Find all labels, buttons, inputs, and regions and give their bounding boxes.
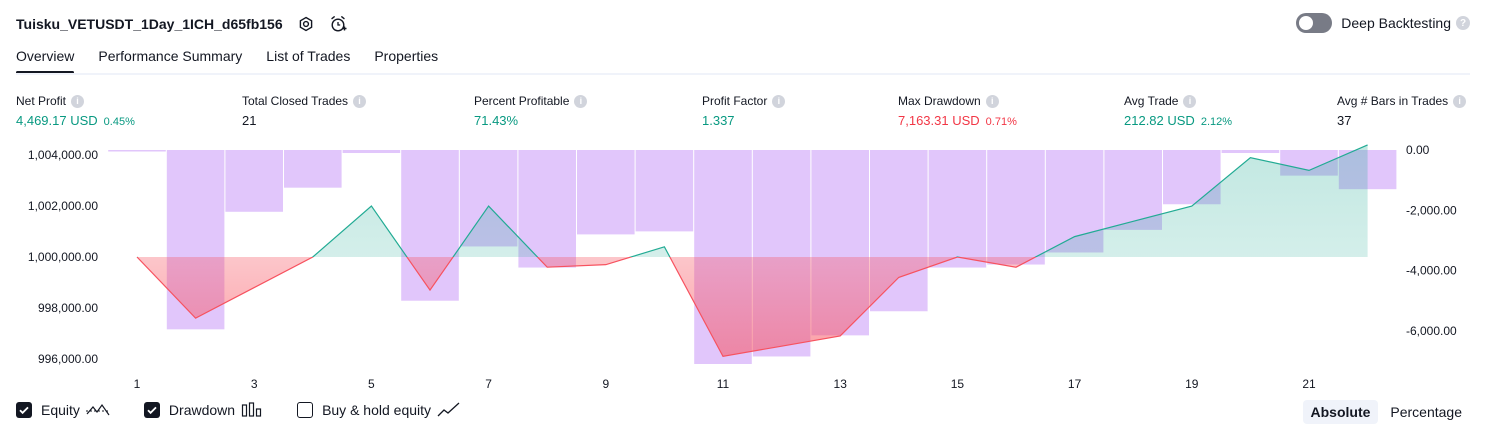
left-axis-tick-label: 998,000.00 xyxy=(38,301,98,315)
legend-label: Equity xyxy=(41,402,80,418)
drawdown-bar xyxy=(284,150,342,188)
info-icon[interactable]: i xyxy=(1183,94,1197,108)
deep-backtesting-toggle[interactable] xyxy=(1296,13,1333,33)
tab-performance-summary[interactable]: Performance Summary xyxy=(98,48,243,64)
equity-line-icon xyxy=(85,402,110,418)
equity-checkbox[interactable] xyxy=(16,402,32,418)
absolute-mode-button[interactable]: Absolute xyxy=(1302,400,1379,424)
metric-profit-factor: Profit Factor i 1.337 xyxy=(702,93,786,128)
metric-value: 7,163.31 USD xyxy=(898,113,980,128)
equity-drawdown-chart[interactable]: 1,004,000.00 1,002,000.00 1,000,000.00 998,… xyxy=(0,140,1486,395)
gear-icon[interactable] xyxy=(297,15,315,33)
info-icon[interactable]: i xyxy=(1453,94,1467,108)
drawdown-bars-icon xyxy=(241,402,263,418)
legend-label: Buy & hold equity xyxy=(322,402,432,418)
drawdown-bar xyxy=(928,150,987,268)
metric-percent-profitable: Percent Profitable i 71.43% xyxy=(474,93,588,128)
info-icon[interactable]: i xyxy=(353,94,367,108)
info-icon[interactable]: i xyxy=(772,94,786,108)
x-axis-tick-label: 17 xyxy=(1068,377,1082,391)
deep-backtesting-label: Deep Backtesting xyxy=(1341,15,1451,31)
x-axis-tick-label: 13 xyxy=(834,377,848,391)
drawdown-bar xyxy=(987,150,1045,265)
metric-avg-trade: Avg Trade i 212.82 USD 2.12% xyxy=(1124,93,1232,128)
strategy-title: Tuisku_VETUSDT_1Day_1ICH_d65fb156 xyxy=(16,16,283,32)
x-axis-tick-label: 3 xyxy=(251,377,258,391)
metric-value: 1.337 xyxy=(702,113,735,128)
drawdown-bar xyxy=(577,150,635,235)
metric-value: 37 xyxy=(1337,113,1352,128)
drawdown-bar xyxy=(635,150,694,232)
left-axis-tick-label: 996,000.00 xyxy=(38,352,98,366)
metric-value: 212.82 USD xyxy=(1124,113,1195,128)
right-axis-tick-label: -2,000.00 xyxy=(1406,203,1457,217)
x-axis-tick-label: 9 xyxy=(602,377,609,391)
right-axis-tick-label: -4,000.00 xyxy=(1406,264,1457,278)
equity-area-negative xyxy=(137,257,1368,357)
drawdown-bar xyxy=(1221,150,1280,154)
tab-overview[interactable]: Overview xyxy=(16,48,75,74)
left-axis-tick-label: 1,004,000.00 xyxy=(28,148,98,162)
report-tabs: Overview Performance Summary List of Tra… xyxy=(16,48,462,74)
metric-label: Profit Factor xyxy=(702,94,768,108)
metric-percent: 2.12% xyxy=(1200,116,1233,128)
metric-avg-bars-in-trades: Avg # Bars in Trades i 37 xyxy=(1337,93,1467,128)
tab-list-of-trades[interactable]: List of Trades xyxy=(266,48,351,64)
x-axis-tick-label: 7 xyxy=(485,377,492,391)
metric-value: 71.43% xyxy=(474,113,519,128)
drawdown-bar xyxy=(225,150,283,212)
buy-hold-line-icon xyxy=(437,402,461,418)
x-axis-tick-label: 21 xyxy=(1302,377,1316,391)
percentage-mode-button[interactable]: Percentage xyxy=(1390,404,1462,420)
metric-label: Max Drawdown xyxy=(898,94,981,108)
metric-label: Total Closed Trades xyxy=(242,94,349,108)
legend-drawdown[interactable]: Drawdown xyxy=(143,402,263,418)
equity-area-positive xyxy=(137,144,1368,257)
info-icon[interactable]: i xyxy=(71,94,85,108)
x-axis-tick-label: 19 xyxy=(1185,377,1199,391)
x-axis-tick-label: 5 xyxy=(368,377,375,391)
drawdown-bar xyxy=(342,150,401,154)
legend-buy-hold[interactable]: Buy & hold equity xyxy=(297,402,461,418)
metric-percent: 0.45% xyxy=(103,116,135,128)
equity-line-negative xyxy=(136,257,1037,358)
metric-value: 4,469.17 USD xyxy=(16,113,98,128)
legend-equity[interactable]: Equity xyxy=(16,402,110,418)
metric-label: Avg # Bars in Trades xyxy=(1337,94,1449,108)
metric-value: 21 xyxy=(242,113,257,128)
question-icon[interactable]: ? xyxy=(1456,16,1470,30)
metric-label: Percent Profitable xyxy=(474,94,570,108)
info-icon[interactable]: i xyxy=(985,94,999,108)
value-mode-switch: Absolute Percentage xyxy=(1299,400,1471,424)
tabs-divider xyxy=(16,73,1470,75)
equity-line-positive xyxy=(137,144,1368,257)
info-icon[interactable]: i xyxy=(574,94,588,108)
metric-max-drawdown: Max Drawdown i 7,163.31 USD 0.71% xyxy=(898,93,1017,128)
report-header: Tuisku_VETUSDT_1Day_1ICH_d65fb156 xyxy=(16,12,347,36)
chart-legend: Equity Drawdown Buy & hold equity xyxy=(16,402,495,418)
metric-label: Net Profit xyxy=(16,94,67,108)
alarm-add-icon[interactable] xyxy=(329,15,347,33)
metric-total-closed-trades: Total Closed Trades i 21 xyxy=(242,93,367,128)
tab-properties[interactable]: Properties xyxy=(374,48,439,64)
metric-percent: 0.71% xyxy=(985,116,1017,128)
left-axis-tick-label: 1,002,000.00 xyxy=(28,199,98,213)
metric-label: Avg Trade xyxy=(1124,94,1179,108)
x-axis-tick-label: 1 xyxy=(134,377,141,391)
drawdown-bar xyxy=(108,150,166,152)
x-axis-tick-label: 11 xyxy=(717,377,730,391)
deep-backtesting: Deep Backtesting ? xyxy=(1296,13,1470,33)
legend-label: Drawdown xyxy=(168,402,236,418)
right-axis-tick-label: -6,000.00 xyxy=(1406,324,1457,338)
left-axis-tick-label: 1,000,000.00 xyxy=(28,250,98,264)
drawdown-checkbox[interactable] xyxy=(143,402,160,418)
right-axis-tick-label: 0.00 xyxy=(1406,143,1430,157)
metric-net-profit: Net Profit i 4,469.17 USD 0.45% xyxy=(16,93,135,128)
x-axis-tick-label: 15 xyxy=(951,377,965,391)
buy-hold-checkbox[interactable] xyxy=(297,402,314,418)
